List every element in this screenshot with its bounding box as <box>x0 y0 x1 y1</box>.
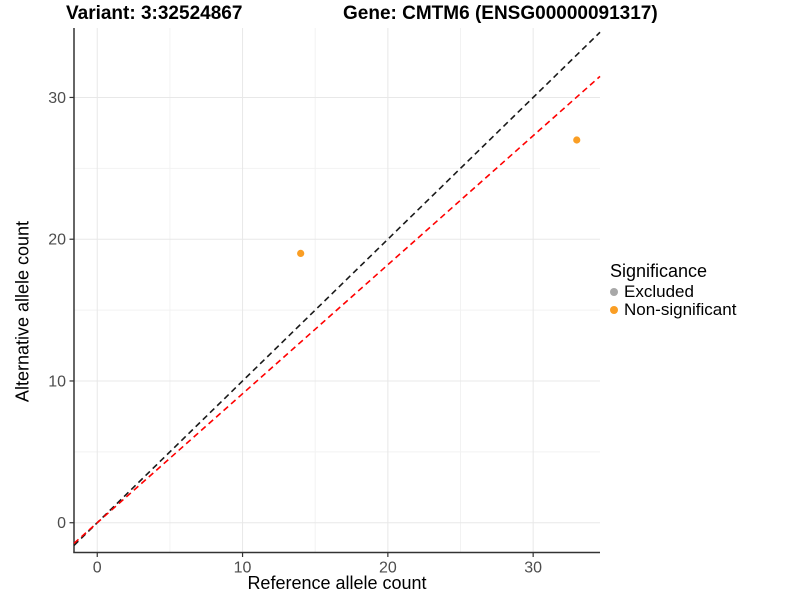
legend-item: Excluded <box>610 282 736 301</box>
legend-dot-icon <box>610 306 618 314</box>
data-point <box>573 136 581 144</box>
x-tick-label: 20 <box>379 560 397 577</box>
y-tick-label: 30 <box>48 90 66 107</box>
y-axis-title: Alternative allele count <box>12 220 33 403</box>
x-tick-label: 30 <box>524 560 542 577</box>
y-tick-label: 20 <box>48 232 66 249</box>
legend-items: Excluded Non-significant <box>610 282 737 319</box>
gene-title: Gene: CMTM6 (ENSG00000091317) <box>343 3 658 24</box>
expected-ratio-line <box>73 75 601 544</box>
x-tick-label: 10 <box>234 560 252 577</box>
legend-title: Significance <box>610 261 708 281</box>
legend: Significance Excluded Non-significant <box>610 261 736 319</box>
y-tick-label: 0 <box>57 515 66 532</box>
legend-dot-icon <box>610 288 618 296</box>
identity-line <box>73 31 601 546</box>
variant-title: Variant: 3:32524867 <box>66 3 243 24</box>
legend-item-label: Non-significant <box>624 300 737 319</box>
legend-item-label: Excluded <box>624 282 694 301</box>
y-tick-label: 10 <box>48 373 66 390</box>
x-tick-label: 0 <box>93 560 102 577</box>
legend-item: Non-significant <box>610 300 737 319</box>
x-axis-title: Reference allele count <box>247 573 427 593</box>
data-point <box>297 249 305 257</box>
